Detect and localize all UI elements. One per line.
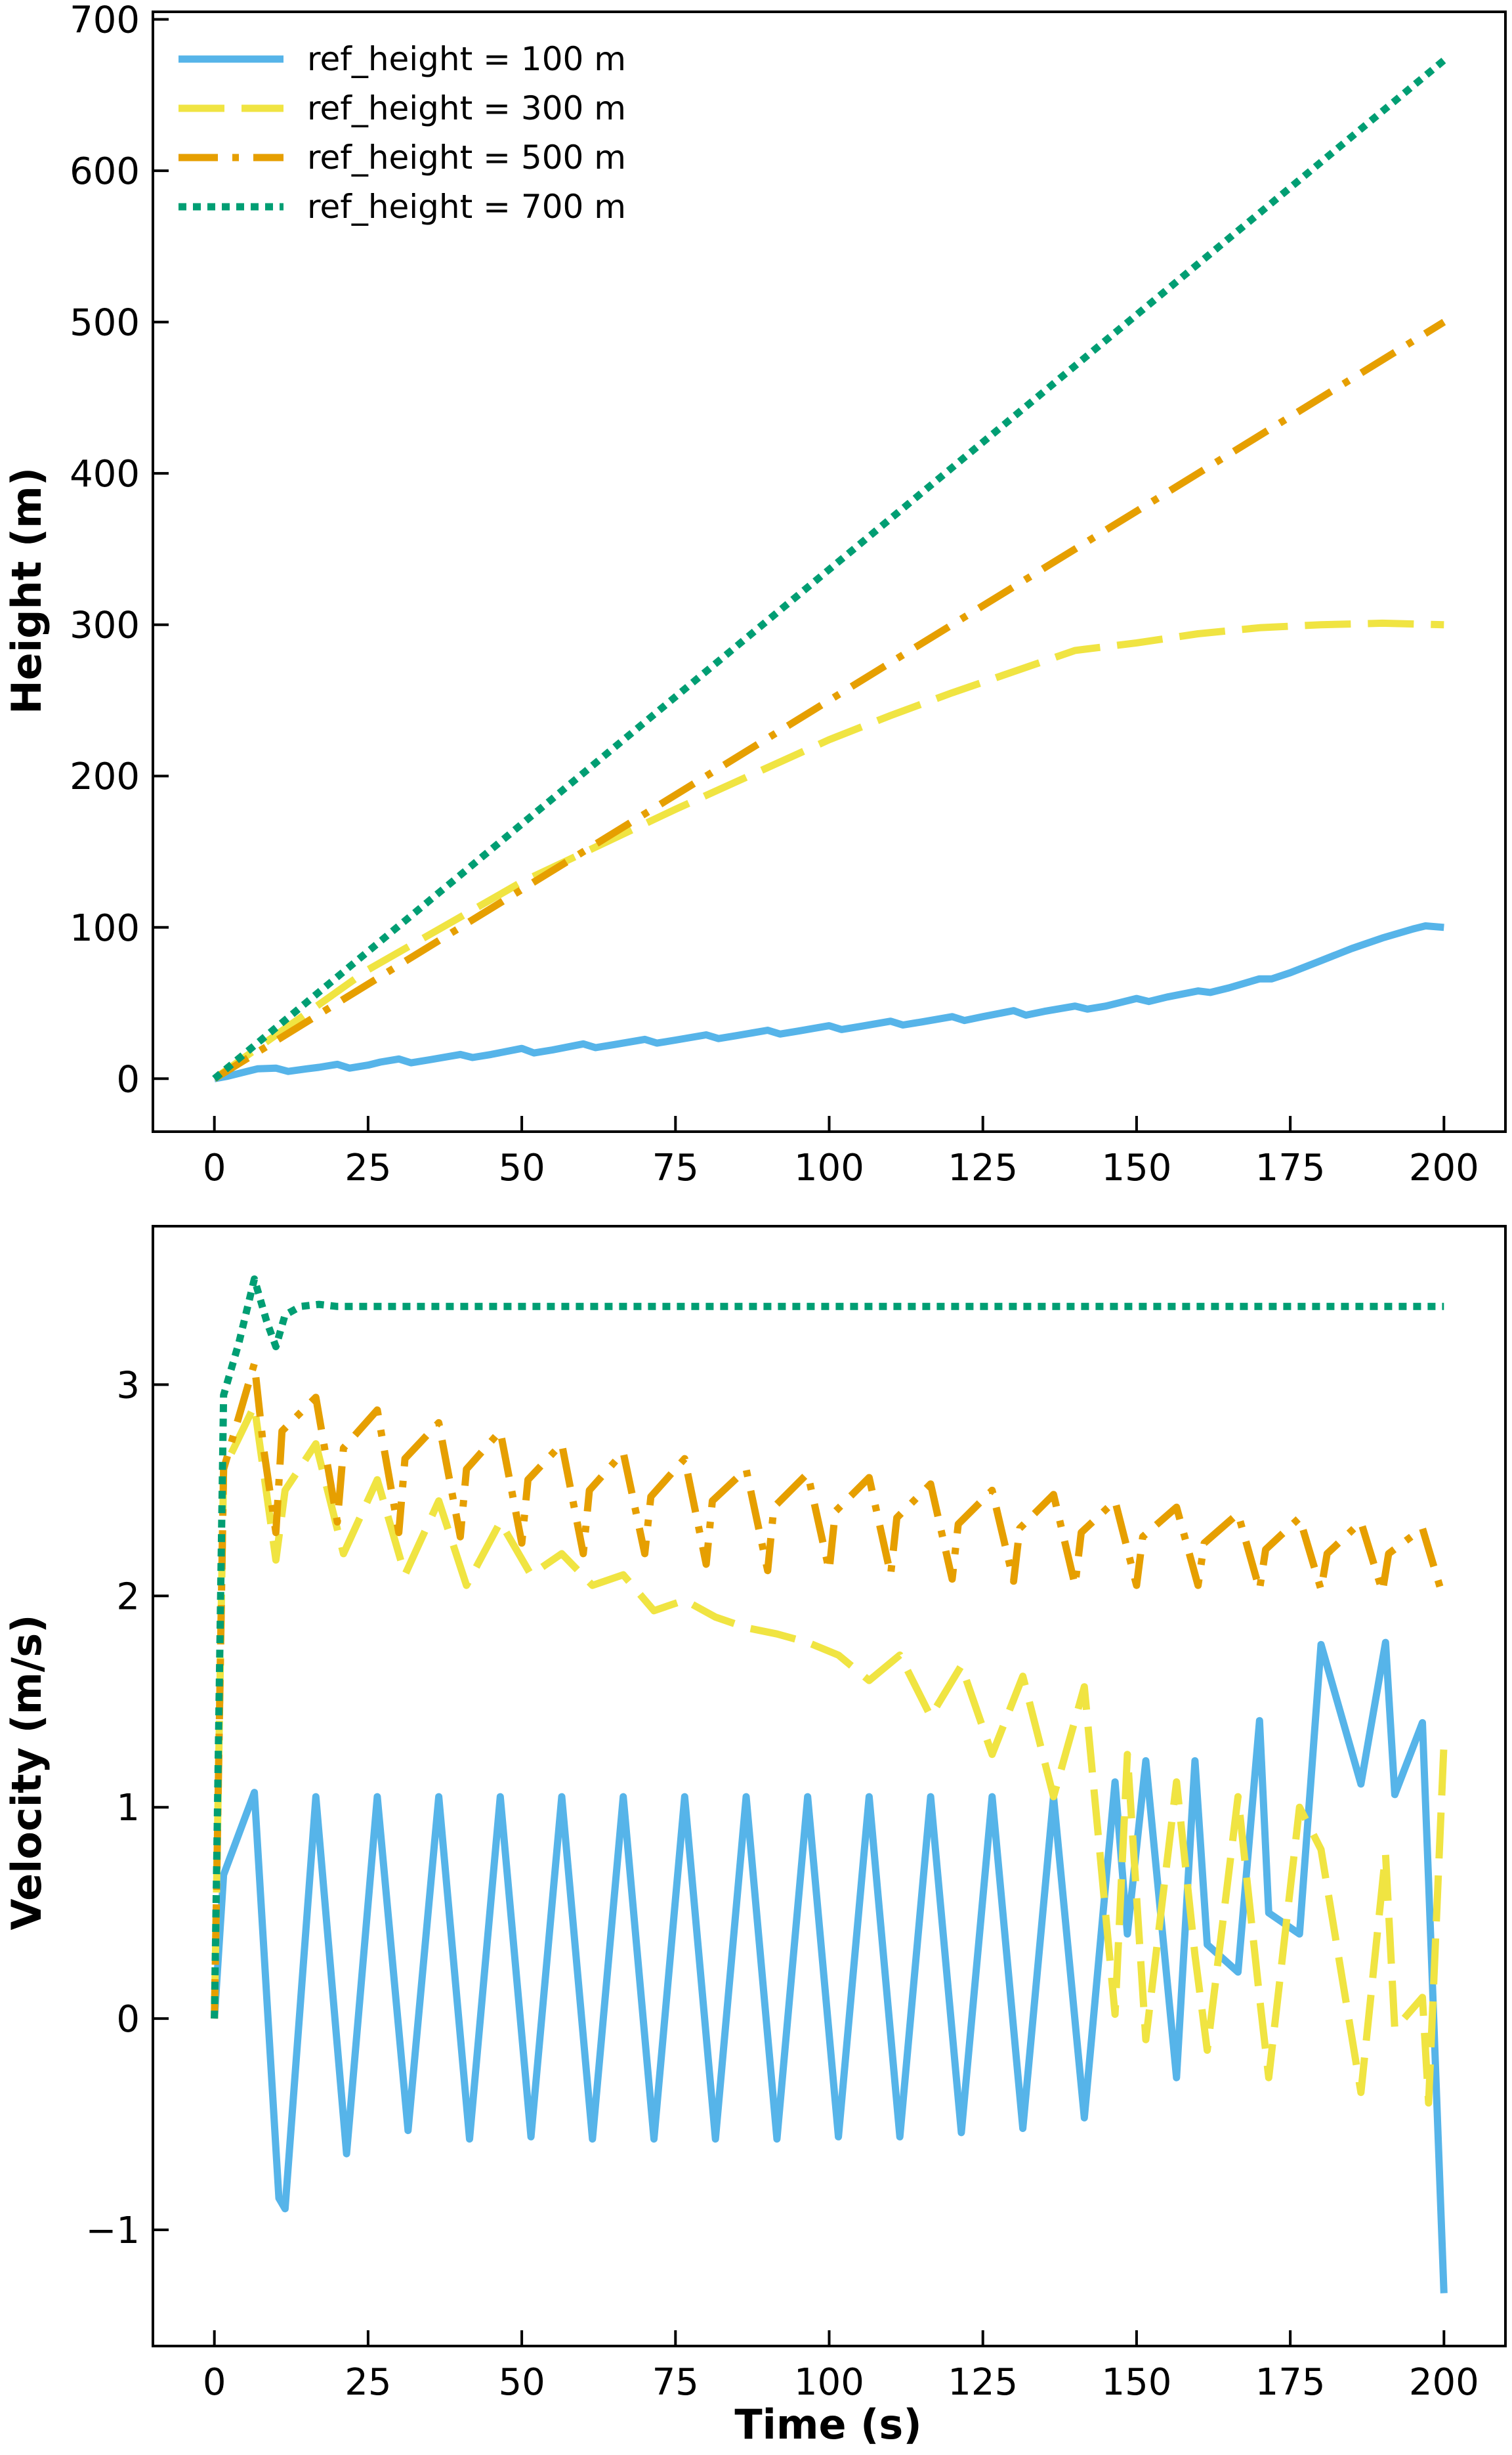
velocity-plot: Velocity (m/s) Time (s) 0 25 50 75 100 125 150… [3, 1225, 1507, 2448]
height-x-tick-label: 25 [345, 1147, 391, 1189]
velocity-series-line-1 [211, 1638, 1448, 2294]
velocity-x-tick-label: 150 [1101, 2361, 1171, 2404]
velocity-y-tick-label: 0 [116, 1998, 140, 2041]
height-series-line-4 [212, 57, 1446, 1082]
height-x-tick-label: 175 [1255, 1147, 1326, 1189]
velocity-x-tick-label: 75 [652, 2361, 699, 2404]
height-x-tick-label: 150 [1101, 1147, 1171, 1189]
velocity-series-group [211, 1275, 1448, 2294]
height-y-tick-label: 500 [70, 302, 140, 345]
legend-label-4: ref_height = 700 m [307, 188, 626, 226]
velocity-x-tick-label: 25 [345, 2361, 391, 2404]
time-axis-label: Time (s) [734, 2401, 921, 2448]
velocity-y-tick-label: 3 [116, 1364, 140, 1407]
velocity-x-tick-label: 125 [948, 2361, 1018, 2404]
height-x-tick-label: 50 [498, 1147, 545, 1189]
height-x-tick-label: 200 [1409, 1147, 1479, 1189]
height-series-line-1 [213, 922, 1444, 1082]
legend-label-1: ref_height = 100 m [307, 40, 626, 78]
height-x-tick-label: 75 [652, 1147, 699, 1189]
height-y-tick-label: 400 [70, 453, 140, 496]
legend-label-2: ref_height = 300 m [307, 89, 626, 127]
velocity-axis-label: Velocity (m/s) [3, 1615, 51, 1931]
velocity-series-line-4 [211, 1275, 1444, 2019]
height-y-tick-label: 200 [70, 756, 140, 798]
velocity-series-line-2 [211, 1402, 1448, 2107]
velocity-x-tick-label: 50 [498, 2361, 545, 2404]
height-y-tick-label: 700 [70, 0, 140, 42]
velocity-x-tick-label: 0 [203, 2361, 226, 2404]
velocity-y-tick-label: 2 [116, 1575, 140, 1618]
velocity-y-tick-label: 1 [116, 1787, 140, 1829]
velocity-x-tick-label: 100 [794, 2361, 864, 2404]
height-x-tick-label: 125 [948, 1147, 1018, 1189]
legend-label-3: ref_height = 500 m [307, 139, 626, 177]
height-series-line-2 [212, 619, 1444, 1082]
height-series-group [212, 57, 1446, 1082]
height-plot: Height (m) 0 25 50 75 100 125 150 175 200 0 100 200… [3, 0, 1507, 1189]
height-x-tick-label: 0 [203, 1147, 226, 1189]
velocity-x-tick-label: 175 [1255, 2361, 1326, 2404]
height-y-tick-label: 100 [70, 907, 140, 950]
velocity-series-line-3 [211, 1359, 1448, 2019]
height-series-line-3 [212, 318, 1446, 1082]
velocity-y-tick-label: −1 [85, 2210, 140, 2252]
height-axis-label: Height (m) [3, 467, 51, 714]
height-legend: ref_height = 100 m ref_height = 300 m ref_… [178, 40, 626, 226]
height-x-tick-label: 100 [794, 1147, 864, 1189]
height-y-tick-label: 0 [116, 1058, 140, 1101]
height-y-tick-label: 600 [70, 150, 140, 193]
height-y-tick-label: 300 [70, 605, 140, 647]
velocity-x-tick-label: 200 [1409, 2361, 1479, 2404]
